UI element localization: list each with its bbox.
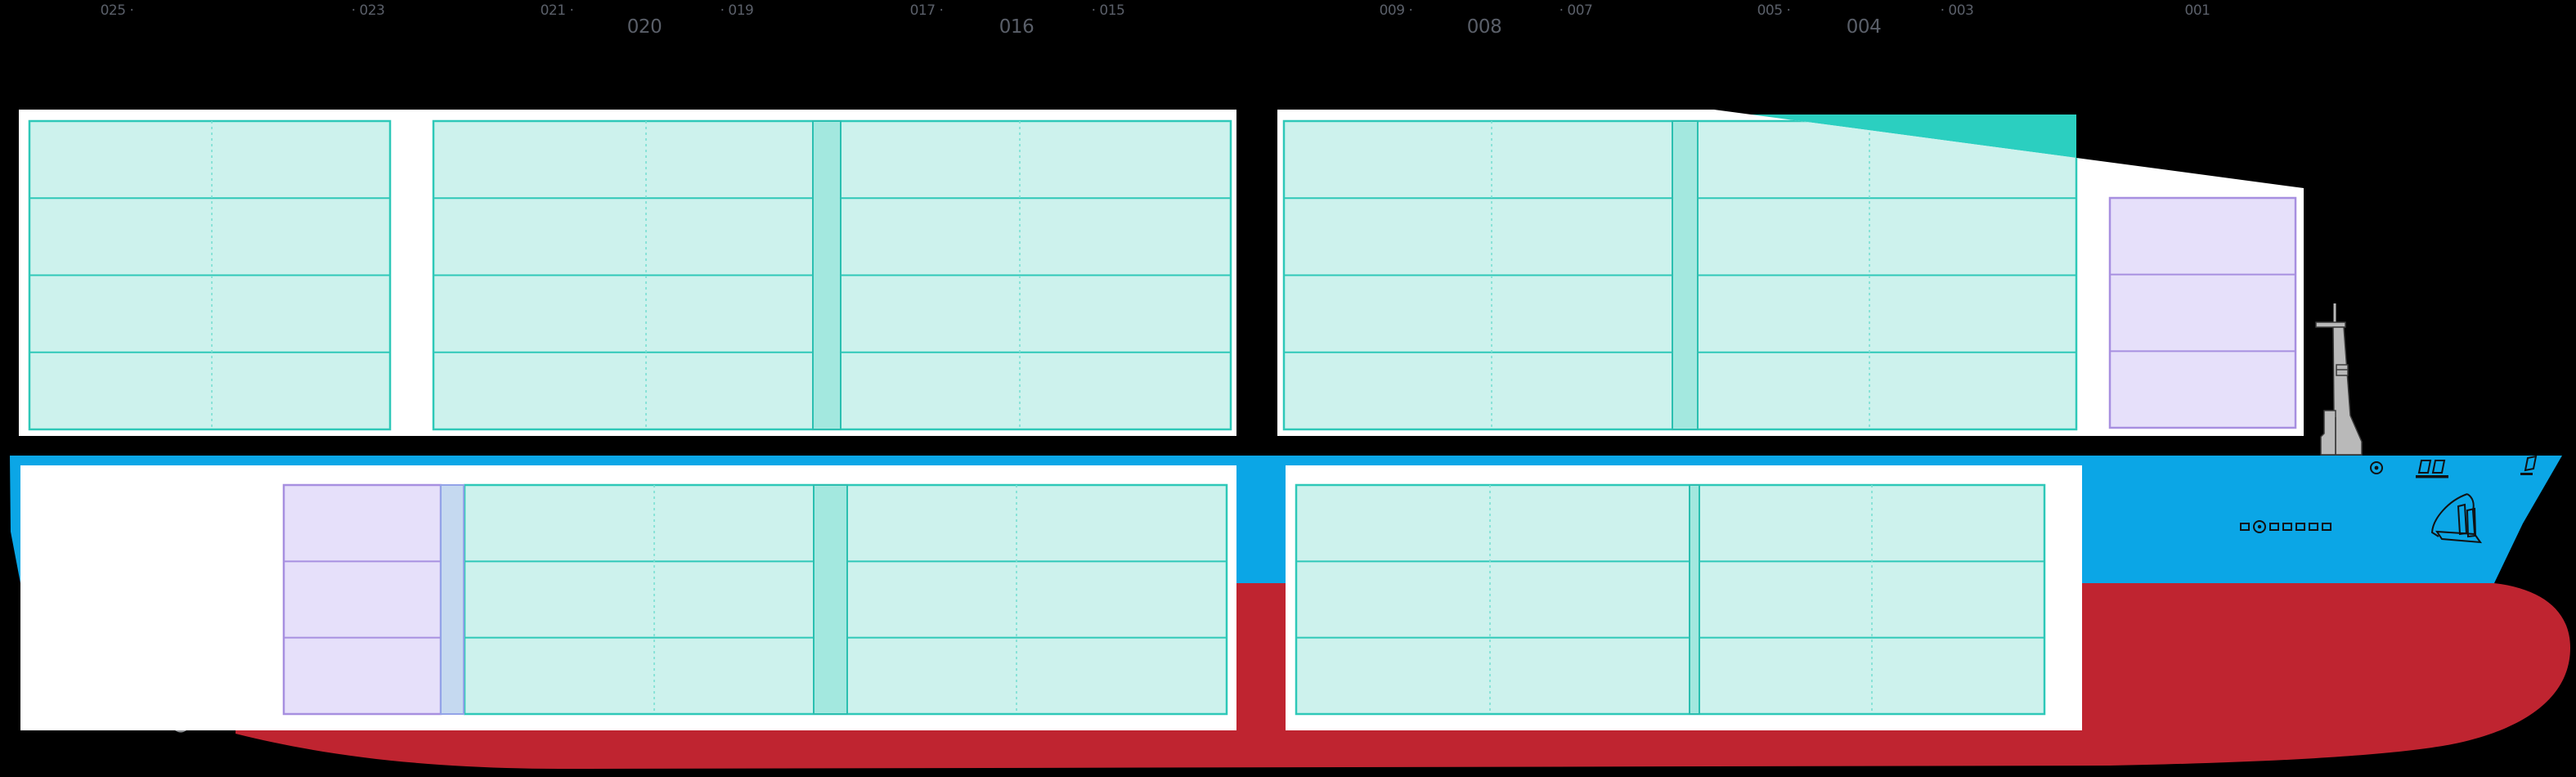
bay-grid-deck-bays-025-023[interactable] [28,119,392,431]
mooring-ring-dot [2374,465,2379,470]
draft-mark [2240,523,2250,531]
bay-grid-layer-foredeck [1282,119,2297,431]
draft-marks [2240,520,2331,533]
grid-area [282,483,442,716]
bow-flag-icon [2524,455,2538,472]
bay-separator-strip [1689,484,1700,715]
bay-separator-strip [812,120,841,430]
mast-base [2320,410,2336,456]
bow-thruster-icon [2253,520,2266,533]
bay-grid-hold-bay-aft[interactable] [282,483,442,716]
draft-mark [2296,523,2305,531]
draft-mark [2309,523,2318,531]
grid-area [2108,196,2297,429]
bay-grid-deck-bays-009-003[interactable] [1282,119,2078,431]
bay-grid-deck-bay-001[interactable] [2108,196,2297,429]
draft-mark [2269,523,2279,531]
bay-grid-hold-bays-009-003[interactable] [1295,483,2046,716]
bay-grid-deck-bays-021-015[interactable] [432,119,1232,431]
anchor-icon [2430,493,2483,544]
bow-flag-base [2520,473,2533,475]
mast-body [2332,326,2363,456]
bay-grid-layer-main [28,119,2046,716]
hold-divider-strip [440,484,464,715]
bay-grid-hold-bays-021-015[interactable] [463,483,1228,716]
bay-separator-strip [813,484,848,715]
grid-area [1295,483,2046,716]
bridge-window-base [2416,475,2448,478]
mooring-ring-icon [2370,461,2383,474]
bow-thruster-dot [2257,524,2262,529]
stern-gear-hint [175,730,186,733]
draft-mark [2322,523,2331,531]
bridge-window-icon [2417,460,2446,474]
mast-crossbar [2315,321,2346,328]
radar-mast [2315,303,2363,456]
bow-deck-fittings [2370,455,2538,478]
draft-mark [2282,523,2292,531]
bay-separator-strip [1672,120,1699,430]
